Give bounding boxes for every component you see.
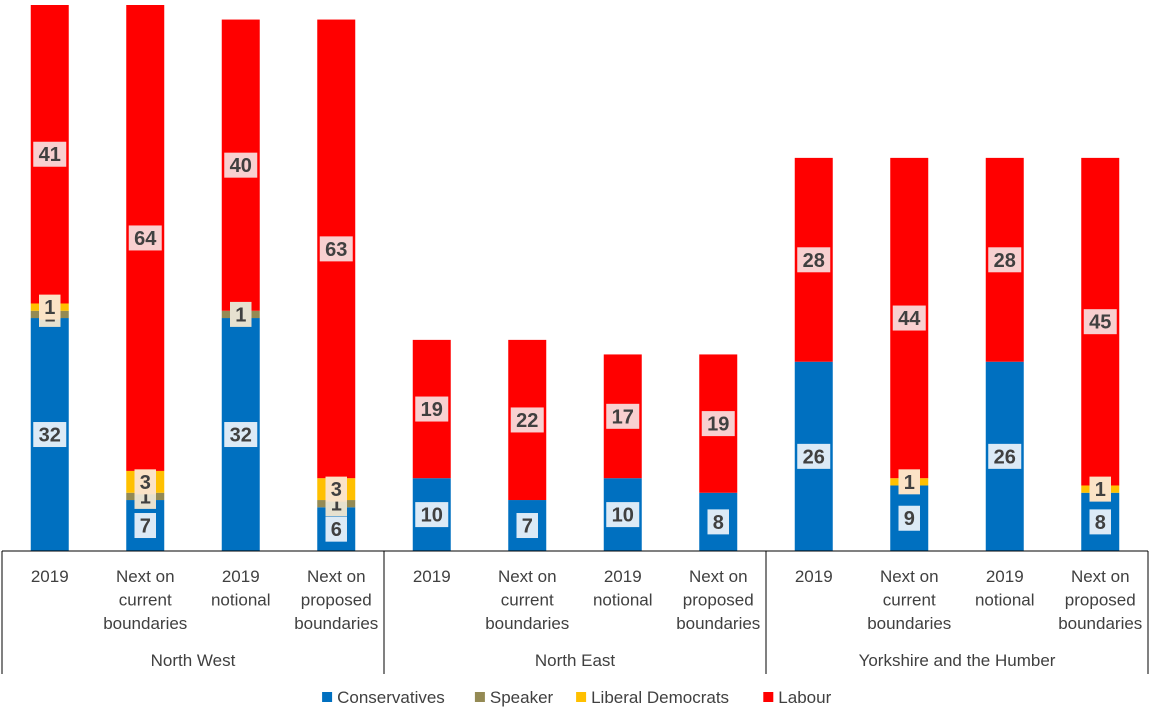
data-label-background <box>230 301 252 327</box>
data-label: 19 <box>421 399 443 421</box>
category-label: 2019 <box>413 567 451 586</box>
data-label: 63 <box>325 239 347 261</box>
legend-label: Conservatives <box>337 688 445 707</box>
data-label: 3 <box>331 479 342 501</box>
data-label: 41 <box>39 144 61 166</box>
category-axis: 2019 Next on current boundaries 2019 notional… <box>1 550 1149 674</box>
data-label: 3 <box>140 472 151 494</box>
data-label-background <box>892 305 926 331</box>
data-label: 28 <box>803 250 825 272</box>
category-label: Next on proposed boundaries <box>1058 567 1142 633</box>
legend-swatch-labour <box>763 692 774 702</box>
data-label-background <box>1083 309 1117 335</box>
data-label: 1 <box>140 486 151 508</box>
data-label: 8 <box>1095 512 1106 534</box>
data-label-background <box>606 502 640 528</box>
legend-label: Speaker <box>490 688 554 707</box>
legend-label: Labour <box>778 688 831 707</box>
data-label-background <box>134 513 156 539</box>
data-label-background <box>797 247 831 273</box>
data-label: 45 <box>1089 312 1111 334</box>
category-label: Next on proposed boundaries <box>294 567 378 633</box>
data-label: 6 <box>331 519 342 541</box>
data-label: 19 <box>707 414 729 436</box>
data-labels-layer: 3211417136432140613631019722101781926289… <box>33 141 1117 542</box>
data-label: 10 <box>612 505 634 527</box>
data-label: 1 <box>904 472 915 494</box>
data-label: 1 <box>1095 479 1106 501</box>
data-label: 1 <box>44 297 55 319</box>
data-label: 32 <box>39 425 61 447</box>
data-label-background <box>988 247 1022 273</box>
category-label: Next on current boundaries <box>103 567 187 633</box>
data-label-background <box>33 141 67 167</box>
data-label-background <box>797 443 831 469</box>
category-label: 2019 <box>31 567 69 586</box>
legend-swatch-liberal-democrats <box>576 692 587 702</box>
data-label-background <box>510 407 544 433</box>
data-label: 40 <box>230 155 252 177</box>
data-label-background <box>415 502 449 528</box>
data-label-background <box>606 403 640 429</box>
data-label: 10 <box>421 505 443 527</box>
data-label-background <box>415 396 449 422</box>
data-label: 32 <box>230 425 252 447</box>
data-label-background <box>224 152 258 178</box>
data-label-background <box>224 422 258 448</box>
data-label: 1 <box>331 494 342 516</box>
data-label-background <box>325 476 347 502</box>
data-label: 7 <box>522 516 533 538</box>
category-label: 2019 notional <box>593 567 653 610</box>
legend-label: Liberal Democrats <box>591 688 729 707</box>
data-label-background <box>134 469 156 495</box>
data-label: 28 <box>994 250 1016 272</box>
group-label: North East <box>535 651 616 670</box>
category-label: Next on current boundaries <box>485 567 569 633</box>
data-label-background <box>128 225 162 251</box>
data-label-background <box>39 294 61 320</box>
data-label: 9 <box>904 508 915 530</box>
data-label-background <box>707 509 729 535</box>
data-label-background <box>701 411 735 437</box>
category-label: 2019 <box>795 567 833 586</box>
data-label-background <box>1089 476 1111 502</box>
data-label: 7 <box>140 516 151 538</box>
data-label: 64 <box>134 228 157 250</box>
data-label-background <box>319 236 353 262</box>
legend-swatch-conservatives <box>322 692 333 702</box>
data-label: 17 <box>612 406 634 428</box>
legend-swatch-speaker <box>474 692 485 702</box>
data-label: 26 <box>803 446 825 468</box>
group-label: North West <box>151 651 236 670</box>
data-label: 8 <box>713 512 724 534</box>
data-label-background <box>33 422 67 448</box>
group-label: Yorkshire and the Humber <box>859 651 1056 670</box>
data-label-background <box>898 505 920 531</box>
data-label-background <box>1089 509 1111 535</box>
data-label-background <box>516 513 538 539</box>
category-label: Next on proposed boundaries <box>676 567 760 633</box>
data-label-background <box>898 469 920 495</box>
data-label: 26 <box>994 446 1016 468</box>
data-label: 1 <box>235 304 246 326</box>
data-label-background <box>325 516 347 542</box>
legend: Conservatives Speaker Liberal Democrats Lab… <box>322 688 832 707</box>
data-label: 22 <box>516 410 538 432</box>
category-label: 2019 notional <box>975 567 1035 610</box>
category-label: 2019 notional <box>211 567 271 610</box>
category-label: Next on current boundaries <box>867 567 951 633</box>
data-label-background <box>988 443 1022 469</box>
bars-layer <box>30 5 1120 551</box>
data-label: 44 <box>898 308 921 330</box>
